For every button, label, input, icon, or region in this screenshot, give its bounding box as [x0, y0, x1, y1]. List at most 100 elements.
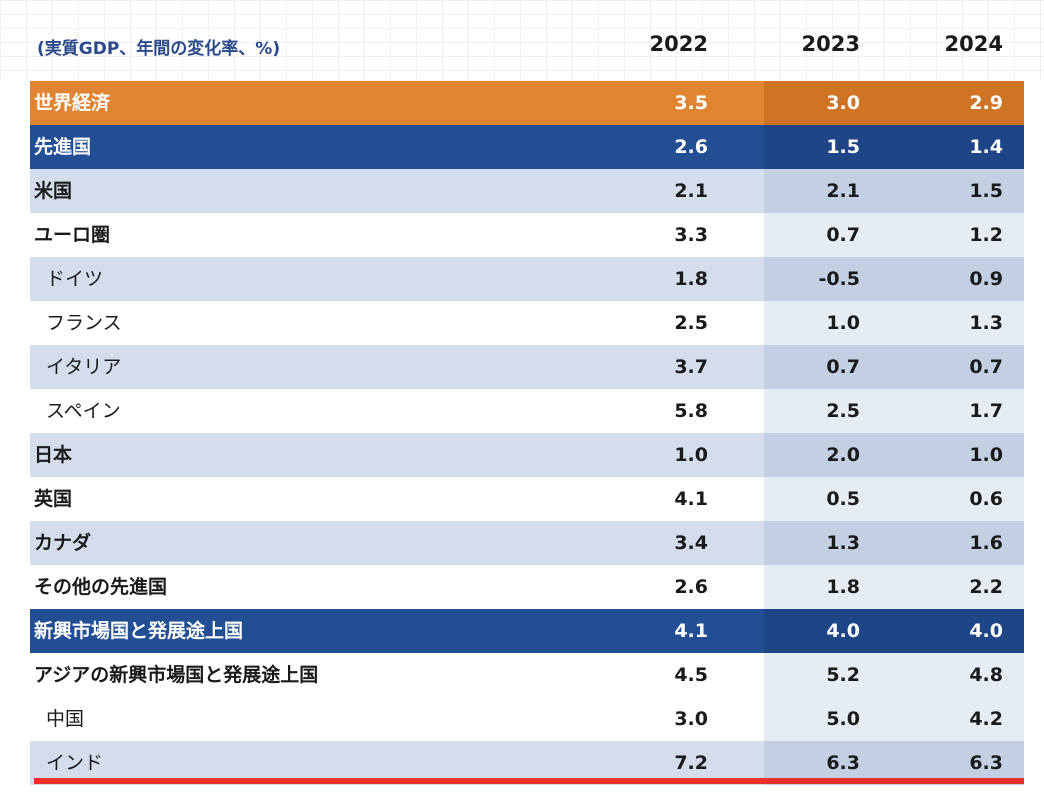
- cell-value-2023: 1.0: [826, 312, 860, 334]
- forecast-shade: [764, 521, 1024, 565]
- table-row: カナダ 3.4 1.3 1.6: [30, 521, 1024, 565]
- row-label: 中国: [46, 708, 85, 730]
- cell-value-2024: 1.6: [969, 532, 1003, 554]
- table-row: 英国 4.1 0.5 0.6: [30, 477, 1024, 521]
- cell-value-2022: 1.0: [674, 444, 708, 466]
- cell-value-2023: 1.3: [826, 532, 860, 554]
- table-header: (実質GDP、年間の変化率、%) 2022 2023 2024: [0, 18, 1044, 74]
- forecast-shade: [764, 697, 1024, 741]
- cell-value-2022: 2.6: [674, 136, 708, 158]
- unit-label: (実質GDP、年間の変化率、%): [37, 39, 281, 59]
- cell-value-2022: 3.3: [674, 224, 708, 246]
- forecast-shade: [764, 213, 1024, 257]
- cell-value-2024: 1.5: [969, 180, 1003, 202]
- forecast-shade: [764, 741, 1024, 785]
- gdp-table: 世界経済 3.5 3.0 2.9 先進国 2.6 1.5 1.4 米国 2.1 2.1 1.5 ユーロ圏…: [30, 81, 1024, 785]
- forecast-shade: [764, 169, 1024, 213]
- column-header-2022: 2022: [649, 32, 708, 56]
- row-label: その他の先進国: [34, 576, 168, 598]
- cell-value-2023: 2.0: [826, 444, 860, 466]
- cell-value-2022: 3.5: [674, 92, 708, 114]
- forecast-shade: [764, 477, 1024, 521]
- row-label: 新興市場国と発展途上国: [34, 620, 244, 642]
- row-label: 世界経済: [34, 92, 111, 114]
- cell-value-2022: 4.5: [674, 664, 708, 686]
- cell-value-2023: 1.8: [826, 576, 860, 598]
- forecast-shade: [764, 565, 1024, 609]
- row-label: 日本: [34, 444, 73, 466]
- forecast-shade: [764, 81, 1024, 125]
- table-row: 米国 2.1 2.1 1.5: [30, 169, 1024, 213]
- cell-value-2022: 3.0: [674, 708, 708, 730]
- cell-value-2022: 3.4: [674, 532, 708, 554]
- cell-value-2024: 4.8: [969, 664, 1003, 686]
- cell-value-2023: 0.5: [826, 488, 860, 510]
- row-label: 英国: [34, 488, 73, 510]
- cell-value-2024: 1.0: [969, 444, 1003, 466]
- column-header-2024: 2024: [944, 32, 1003, 56]
- cell-value-2022: 5.8: [674, 400, 708, 422]
- table-row: ユーロ圏 3.3 0.7 1.2: [30, 213, 1024, 257]
- forecast-shade: [764, 609, 1024, 653]
- cell-value-2022: 1.8: [674, 268, 708, 290]
- row-label: ユーロ圏: [34, 224, 111, 246]
- cell-value-2023: 5.2: [826, 664, 860, 686]
- cell-value-2024: 1.4: [969, 136, 1003, 158]
- red-underline: [34, 778, 1024, 784]
- cell-value-2024: 4.2: [969, 708, 1003, 730]
- row-label: ドイツ: [46, 268, 104, 290]
- cell-value-2023: -0.5: [818, 268, 860, 290]
- cell-value-2022: 4.1: [674, 620, 708, 642]
- row-label: インド: [46, 752, 104, 774]
- forecast-shade: [764, 301, 1024, 345]
- row-label: 先進国: [34, 136, 92, 158]
- cell-value-2022: 3.7: [674, 356, 708, 378]
- table-row: インド 7.2 6.3 6.3: [30, 741, 1024, 785]
- cell-value-2022: 4.1: [674, 488, 708, 510]
- forecast-shade: [764, 125, 1024, 169]
- table-row: 日本 1.0 2.0 1.0: [30, 433, 1024, 477]
- forecast-shade: [764, 257, 1024, 301]
- cell-value-2023: 1.5: [826, 136, 860, 158]
- row-label: カナダ: [34, 532, 92, 554]
- cell-value-2022: 2.1: [674, 180, 708, 202]
- forecast-shade: [764, 345, 1024, 389]
- table-row: アジアの新興市場国と発展途上国 4.5 5.2 4.8: [30, 653, 1024, 697]
- forecast-shade: [764, 389, 1024, 433]
- cell-value-2023: 2.5: [826, 400, 860, 422]
- row-label: 米国: [34, 180, 73, 202]
- cell-value-2024: 4.0: [969, 620, 1003, 642]
- table-row: 新興市場国と発展途上国 4.1 4.0 4.0: [30, 609, 1024, 653]
- cell-value-2023: 3.0: [826, 92, 860, 114]
- table-row: ドイツ 1.8 -0.5 0.9: [30, 257, 1024, 301]
- table-row: その他の先進国 2.6 1.8 2.2: [30, 565, 1024, 609]
- cell-value-2023: 2.1: [826, 180, 860, 202]
- cell-value-2024: 2.9: [969, 92, 1003, 114]
- cell-value-2023: 0.7: [826, 356, 860, 378]
- cell-value-2024: 0.9: [969, 268, 1003, 290]
- row-label: フランス: [46, 312, 122, 334]
- cell-value-2023: 0.7: [826, 224, 860, 246]
- forecast-shade: [764, 433, 1024, 477]
- table-row: 先進国 2.6 1.5 1.4: [30, 125, 1024, 169]
- cell-value-2024: 1.3: [969, 312, 1003, 334]
- forecast-shade: [764, 653, 1024, 697]
- row-label: アジアの新興市場国と発展途上国: [34, 664, 319, 686]
- cell-value-2024: 1.7: [969, 400, 1003, 422]
- cell-value-2024: 6.3: [969, 752, 1003, 774]
- cell-value-2022: 7.2: [674, 752, 708, 774]
- table-row: スペイン 5.8 2.5 1.7: [30, 389, 1024, 433]
- cell-value-2024: 0.7: [969, 356, 1003, 378]
- cell-value-2023: 6.3: [826, 752, 860, 774]
- cell-value-2022: 2.6: [674, 576, 708, 598]
- table-row: 世界経済 3.5 3.0 2.9: [30, 81, 1024, 125]
- cell-value-2024: 0.6: [969, 488, 1003, 510]
- cell-value-2024: 1.2: [969, 224, 1003, 246]
- cell-value-2023: 5.0: [826, 708, 860, 730]
- cell-value-2024: 2.2: [969, 576, 1003, 598]
- cell-value-2023: 4.0: [826, 620, 860, 642]
- column-header-2023: 2023: [801, 32, 860, 56]
- cell-value-2022: 2.5: [674, 312, 708, 334]
- table-row: フランス 2.5 1.0 1.3: [30, 301, 1024, 345]
- table-row: イタリア 3.7 0.7 0.7: [30, 345, 1024, 389]
